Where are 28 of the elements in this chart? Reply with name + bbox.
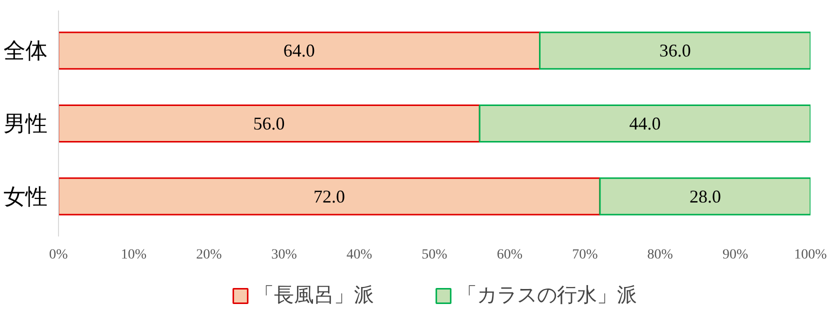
data-label: 44.0 (629, 114, 661, 134)
bar (58, 32, 541, 70)
y-tick-label: 全体 (4, 38, 48, 64)
x-tick-label: 90% (722, 248, 748, 262)
y-tick-label: 女性 (4, 184, 48, 209)
legend-label: 「カラスの行水」派 (457, 284, 637, 308)
bar (539, 32, 810, 70)
x-tick-label: 60% (496, 248, 523, 262)
bar (58, 177, 601, 216)
data-label: 72.0 (313, 186, 345, 206)
bar (599, 177, 810, 216)
x-tick-label: 0% (49, 248, 68, 262)
x-tick-label: 70% (572, 248, 598, 262)
x-tick-label: 20% (196, 248, 222, 262)
y-tick-label: 男性 (4, 111, 48, 136)
bar (478, 104, 810, 142)
legend-label: 「長風呂」派 (254, 284, 374, 308)
data-label: 28.0 (689, 186, 721, 206)
x-tick-label: 50% (422, 248, 448, 262)
data-label: 56.0 (253, 114, 285, 134)
x-tick-label: 40% (346, 248, 372, 262)
x-tick-label: 10% (120, 248, 147, 262)
bar (58, 104, 480, 142)
data-label: 64.0 (283, 40, 315, 61)
x-tick-label: 100% (794, 248, 828, 262)
x-tick-label: 80% (647, 248, 674, 262)
data-label: 36.0 (659, 40, 691, 61)
x-tick-label: 30% (271, 248, 298, 262)
